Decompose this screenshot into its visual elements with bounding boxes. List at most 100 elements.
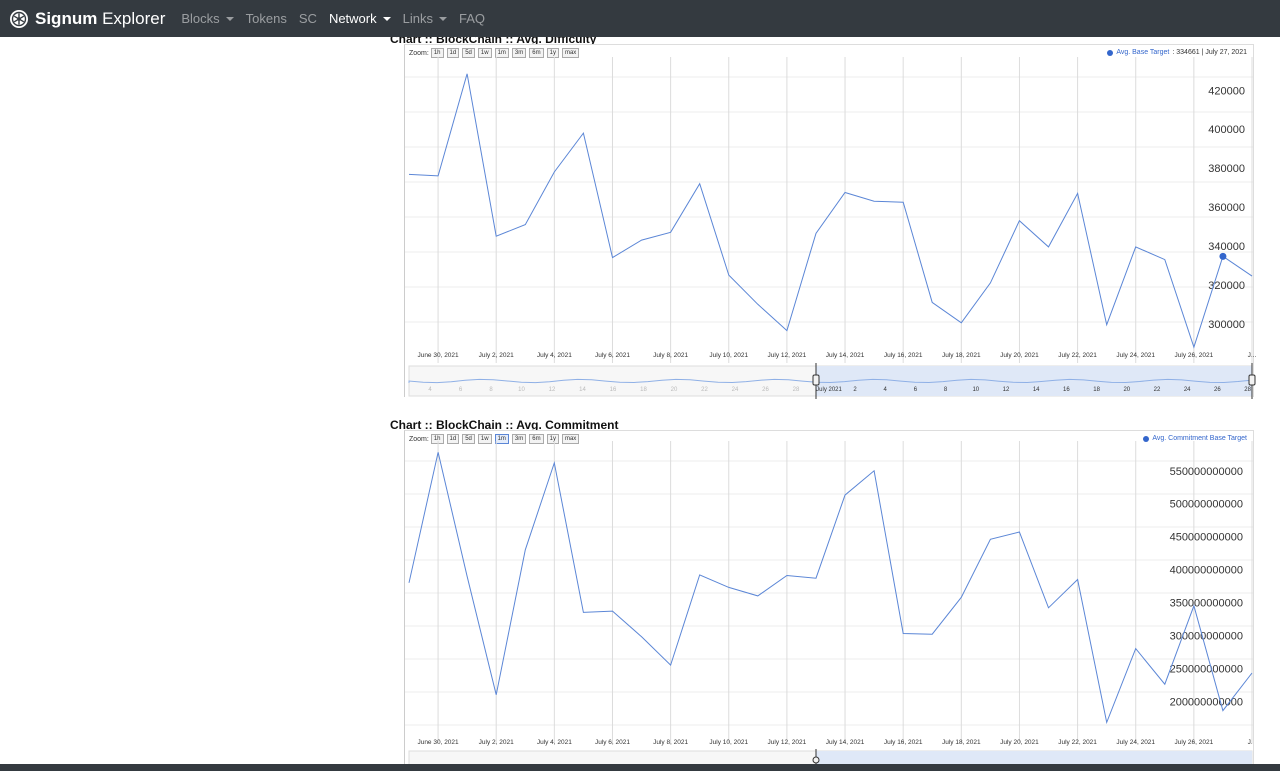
data-point[interactable]: [873, 200, 876, 203]
data-point[interactable]: [1047, 245, 1050, 248]
data-point[interactable]: [1134, 647, 1137, 650]
zoom-button-1h[interactable]: 1h: [430, 434, 444, 444]
data-point[interactable]: [611, 610, 614, 613]
navigator-handle-right[interactable]: [1248, 374, 1256, 386]
nav-item-network[interactable]: Network: [323, 11, 397, 26]
data-point[interactable]: [1076, 192, 1079, 195]
data-point[interactable]: [1221, 709, 1224, 712]
data-point[interactable]: [466, 72, 469, 75]
zoom-button-1y[interactable]: 1y: [546, 434, 559, 444]
data-point[interactable]: [1047, 606, 1050, 609]
data-point[interactable]: [1251, 672, 1254, 675]
data-point[interactable]: [1018, 531, 1021, 534]
data-point[interactable]: [495, 235, 498, 238]
data-point[interactable]: [844, 191, 847, 194]
series-line[interactable]: [408, 452, 1253, 725]
data-point[interactable]: [1076, 578, 1079, 581]
highlighted-point[interactable]: [1219, 252, 1227, 260]
data-point[interactable]: [669, 231, 672, 234]
navigator-handle-left[interactable]: [812, 374, 820, 386]
series-line[interactable]: [408, 73, 1253, 349]
zoom-button-3m[interactable]: 3m: [511, 48, 527, 58]
data-point[interactable]: [553, 461, 556, 464]
data-point[interactable]: [1105, 323, 1108, 326]
data-point[interactable]: [553, 171, 556, 174]
navigator-selection[interactable]: [816, 366, 1252, 396]
data-point[interactable]: [1192, 346, 1195, 349]
data-point[interactable]: [1251, 275, 1254, 278]
data-point[interactable]: [727, 586, 730, 589]
data-point[interactable]: [698, 182, 701, 185]
data-point[interactable]: [1134, 245, 1137, 248]
data-point[interactable]: [524, 548, 527, 551]
data-point[interactable]: [989, 281, 992, 284]
zoom-button-1h[interactable]: 1h: [430, 48, 444, 58]
nav-item-sc[interactable]: SC: [293, 11, 323, 26]
data-point[interactable]: [698, 573, 701, 576]
data-point[interactable]: [1105, 721, 1108, 724]
data-point[interactable]: [727, 274, 730, 277]
nav-item-blocks[interactable]: Blocks: [175, 11, 239, 26]
plot-area[interactable]: June 30, 2021 July 2, 2021 July 4, 2021 Jul…: [405, 431, 1253, 765]
chart-legend[interactable]: Avg. Base Target : 334661 | July 27, 202…: [1107, 49, 1247, 56]
data-point[interactable]: [495, 693, 498, 696]
data-point[interactable]: [640, 635, 643, 638]
zoom-button-max[interactable]: max: [561, 48, 580, 58]
data-point[interactable]: [785, 574, 788, 577]
plot-area[interactable]: June 30, 2021 July 2, 2021 July 4, 2021 Jul…: [405, 45, 1257, 399]
data-point[interactable]: [582, 132, 585, 135]
data-point[interactable]: [1163, 258, 1166, 261]
data-point[interactable]: [437, 174, 440, 177]
data-point[interactable]: [873, 469, 876, 472]
zoom-button-1d[interactable]: 1d: [446, 48, 460, 58]
y-tick-label: 450000000000: [1170, 532, 1243, 544]
zoom-button-1w[interactable]: 1w: [477, 434, 492, 444]
data-point[interactable]: [902, 632, 905, 635]
zoom-button-5d[interactable]: 5d: [462, 434, 475, 444]
data-point[interactable]: [785, 329, 788, 332]
data-point[interactable]: [437, 451, 440, 454]
chart-legend[interactable]: Avg. Commitment Base Target: [1143, 435, 1247, 442]
data-point[interactable]: [814, 232, 817, 235]
data-point[interactable]: [756, 594, 759, 597]
data-point[interactable]: [814, 577, 817, 580]
zoom-button-1w[interactable]: 1w: [477, 48, 492, 58]
navigator-handle-left[interactable]: [812, 756, 820, 764]
zoom-button-1m[interactable]: 1m: [494, 48, 509, 58]
navigator-selection[interactable]: [816, 751, 1252, 765]
data-point[interactable]: [408, 173, 411, 176]
data-point[interactable]: [756, 303, 759, 306]
zoom-button-6m[interactable]: 6m: [529, 434, 544, 444]
zoom-button-1d[interactable]: 1d: [446, 434, 460, 444]
data-point[interactable]: [960, 321, 963, 324]
data-point[interactable]: [931, 301, 934, 304]
data-point[interactable]: [1018, 219, 1021, 222]
zoom-button-5d[interactable]: 5d: [462, 48, 475, 58]
data-point[interactable]: [466, 575, 469, 578]
data-point[interactable]: [669, 664, 672, 667]
data-point[interactable]: [844, 494, 847, 497]
nav-item-links[interactable]: Links: [397, 11, 453, 26]
zoom-button-max[interactable]: max: [561, 434, 580, 444]
range-navigator[interactable]: [408, 749, 1253, 765]
data-point[interactable]: [931, 633, 934, 636]
nav-item-faq[interactable]: FAQ: [453, 11, 491, 26]
zoom-button-3m[interactable]: 3m: [511, 434, 527, 444]
data-point[interactable]: [1192, 604, 1195, 607]
x-tick-label: July 22, 2021: [1058, 352, 1097, 359]
data-point[interactable]: [1163, 683, 1166, 686]
zoom-button-1y[interactable]: 1y: [546, 48, 559, 58]
brand-link[interactable]: Signum Explorer: [9, 9, 165, 29]
data-point[interactable]: [960, 596, 963, 599]
data-point[interactable]: [582, 611, 585, 614]
range-navigator[interactable]: 4 6 8 10 12 14 16 18 20 22 24 26 28 July 2021 2 4 6 8 10 12…: [408, 363, 1256, 399]
zoom-button-1m[interactable]: 1m: [494, 434, 509, 444]
data-point[interactable]: [524, 223, 527, 226]
data-point[interactable]: [408, 581, 411, 584]
zoom-button-6m[interactable]: 6m: [529, 48, 544, 58]
data-point[interactable]: [611, 256, 614, 259]
data-point[interactable]: [640, 239, 643, 242]
nav-item-tokens[interactable]: Tokens: [240, 11, 293, 26]
data-point[interactable]: [989, 538, 992, 541]
data-point[interactable]: [902, 201, 905, 204]
